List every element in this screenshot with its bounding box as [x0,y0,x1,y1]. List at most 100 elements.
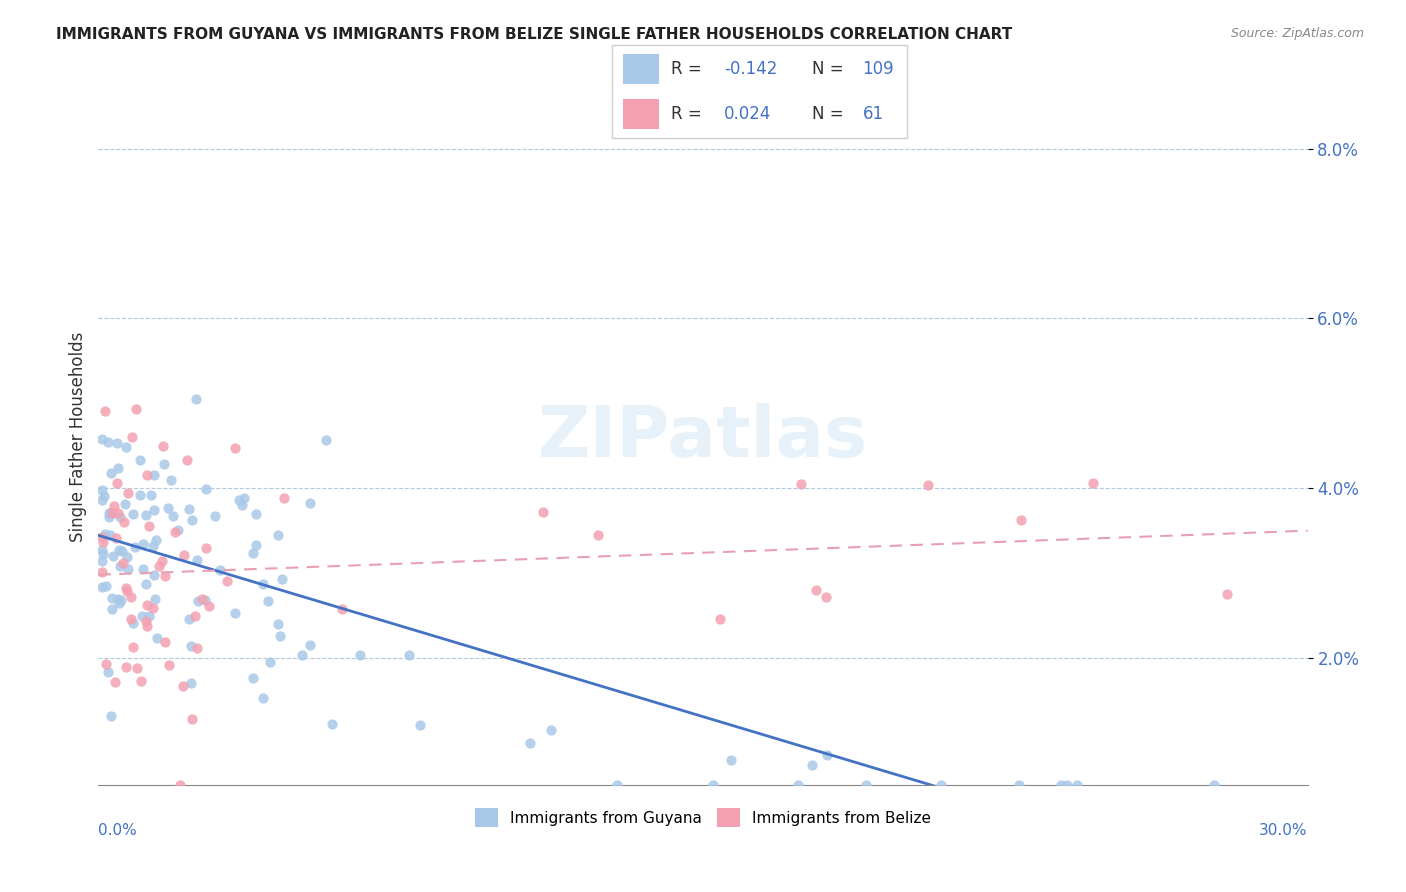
Point [146,631,169,645]
Point [117,562,139,576]
Point [702,778,724,792]
Text: N =: N = [813,105,849,123]
Point [114,497,136,511]
Point [115,549,138,564]
Point [91,492,114,507]
Point [806,583,828,598]
Point [315,434,337,448]
Point [136,598,159,612]
Point [152,439,174,453]
Point [298,496,321,510]
Point [172,680,194,694]
Point [159,473,181,487]
Y-axis label: Single Father Households: Single Father Households [69,332,87,542]
Legend: Immigrants from Guyana, Immigrants from Belize: Immigrants from Guyana, Immigrants from … [468,802,938,833]
FancyBboxPatch shape [612,45,907,138]
Point [122,616,145,631]
Point [93,526,115,541]
Point [929,778,952,792]
Point [176,453,198,467]
Point [789,477,811,491]
Point [204,508,226,523]
Point [180,676,202,690]
Point [177,612,200,626]
Point [108,596,131,610]
Point [273,491,295,505]
Point [259,655,281,669]
Point [162,509,184,524]
Point [136,618,159,632]
Point [195,541,218,556]
Point [815,591,838,605]
Point [242,671,264,685]
Point [143,567,166,582]
Point [103,500,125,514]
Point [91,534,114,549]
Point [169,778,191,792]
Point [165,525,187,540]
Point [224,441,246,455]
Text: R =: R = [671,105,707,123]
Point [101,549,124,564]
Point [128,488,150,502]
Point [186,392,208,407]
Point [110,509,132,524]
Point [187,594,209,608]
Point [121,430,143,444]
Point [228,492,250,507]
Point [157,658,180,673]
Point [97,434,120,449]
Point [91,483,114,497]
Point [105,532,128,546]
Point [128,452,150,467]
Point [91,542,114,557]
Text: IMMIGRANTS FROM GUYANA VS IMMIGRANTS FROM BELIZE SINGLE FATHER HOUSEHOLDS CORREL: IMMIGRANTS FROM GUYANA VS IMMIGRANTS FRO… [56,27,1012,42]
Point [91,432,114,446]
Point [257,594,280,608]
Point [138,609,160,624]
Point [107,591,129,606]
Point [115,581,138,595]
Point [177,502,200,516]
Bar [623,54,659,84]
Point [100,466,122,480]
Point [122,640,145,654]
Bar [623,99,659,129]
Point [217,574,239,588]
Point [131,609,153,624]
Point [97,510,120,524]
Point [115,660,138,674]
Point [125,401,148,416]
Point [91,531,114,545]
Text: 0.024: 0.024 [724,105,770,123]
Point [181,712,204,726]
Point [208,563,231,577]
Point [194,592,217,607]
Point [270,572,292,586]
Point [330,601,353,615]
Point [125,661,148,675]
Point [157,500,180,515]
Point [519,736,541,750]
Point [786,778,808,792]
Point [96,665,118,679]
Point [299,638,322,652]
Point [135,577,157,591]
Point [100,505,122,519]
Text: R =: R = [671,60,707,78]
Point [107,461,129,475]
Point [181,513,204,527]
Point [108,543,131,558]
Point [96,579,118,593]
Point [143,591,166,606]
Point [252,690,274,705]
Point [195,483,218,497]
Point [94,657,117,672]
Point [121,507,143,521]
Point [145,533,167,547]
Point [93,489,115,503]
Point [107,476,129,491]
Point [1216,587,1239,601]
Point [124,540,146,554]
Point [138,519,160,533]
